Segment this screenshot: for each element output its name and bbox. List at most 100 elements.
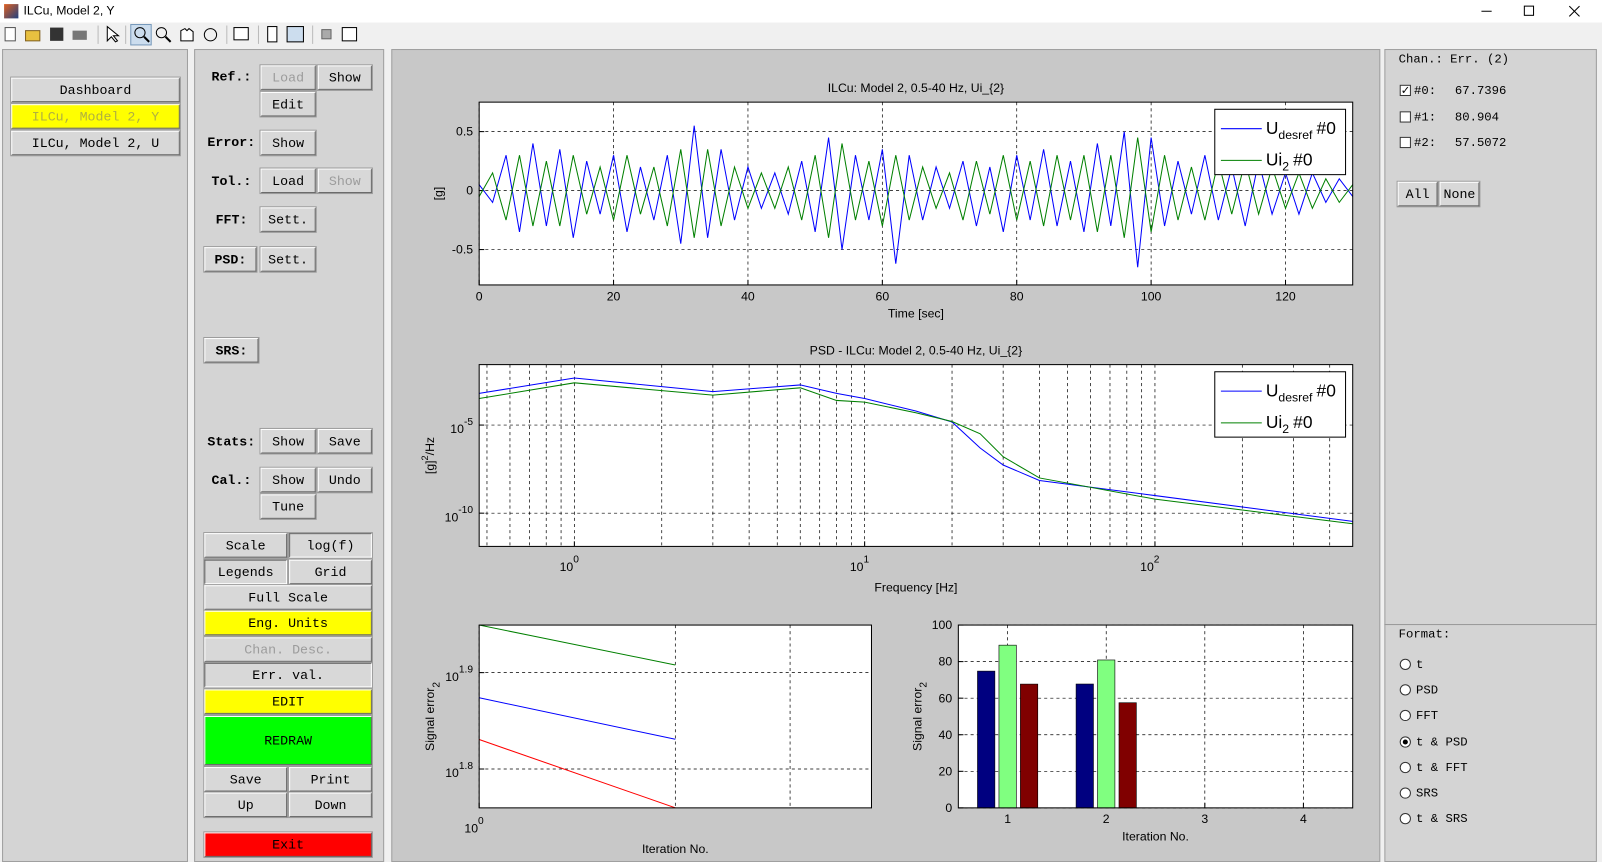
y-tick-label: 60 <box>939 691 953 705</box>
control-toggle[interactable]: PSD: <box>204 247 257 272</box>
bar <box>977 670 996 809</box>
nav-button[interactable]: ILCu, Model 2, U <box>11 130 180 156</box>
button[interactable]: Show <box>260 130 316 156</box>
option-button[interactable]: Legends <box>204 559 288 585</box>
button[interactable]: Show <box>317 65 372 90</box>
option-button[interactable]: Eng. Units <box>204 610 372 636</box>
x-tick-label: 100 <box>1141 289 1162 303</box>
exit-button[interactable]: Exit <box>204 832 372 857</box>
y-axis-label: Signal error2 <box>911 682 930 751</box>
x-tick-label: 60 <box>876 289 890 303</box>
y-tick-label: 101.8 <box>445 761 473 780</box>
button[interactable]: Show <box>317 168 372 194</box>
button[interactable]: Load <box>260 65 316 90</box>
redraw-button[interactable]: REDRAW <box>204 715 372 765</box>
x-tick-label-exponent: 0 <box>573 555 579 566</box>
button[interactable]: Save <box>317 428 372 454</box>
series-line <box>479 125 1353 268</box>
channel-checkbox[interactable]: ✓ <box>1399 83 1411 98</box>
button[interactable]: Sett. <box>260 207 316 232</box>
bar <box>998 644 1017 809</box>
channel-error: 67.7396 <box>1454 83 1507 99</box>
y-axis-label-text: Signal error <box>911 688 925 751</box>
legend-label: Udesref #0 <box>1266 380 1336 404</box>
button[interactable]: Edit <box>260 91 316 117</box>
format-radio[interactable] <box>1399 761 1411 773</box>
x-axis-label: Time [sec] <box>888 307 944 321</box>
y-tick-label: 20 <box>939 764 953 778</box>
button[interactable]: Load <box>260 168 316 194</box>
control-toggle[interactable]: SRS: <box>204 338 259 363</box>
x-tick-label: 100 <box>464 816 484 835</box>
x-tick-label: 102 <box>1140 555 1160 574</box>
format-label: Format: <box>1398 627 1451 642</box>
x-tick-label: 4 <box>1300 812 1307 826</box>
toolbar[interactable] <box>0 22 1602 47</box>
window-controls[interactable] <box>1471 0 1602 22</box>
legend-name-sub: 2 <box>1282 422 1289 436</box>
control-label: Cal.: <box>211 472 252 489</box>
button[interactable]: All <box>1397 181 1438 207</box>
y-tick-label: 0.5 <box>456 125 473 139</box>
button[interactable]: None <box>1439 181 1480 207</box>
option-button[interactable]: Grid <box>289 559 372 585</box>
y-tick-label-exponent: -5 <box>464 417 473 428</box>
nav-button[interactable]: ILCu, Model 2, Y <box>11 104 180 129</box>
format-option: PSD <box>1416 683 1439 698</box>
x-tick-label: 3 <box>1201 812 1208 826</box>
format-option: t <box>1416 657 1424 673</box>
format-radio[interactable] <box>1399 658 1411 670</box>
app-icon <box>4 4 19 19</box>
option-button[interactable]: Scale <box>204 533 288 558</box>
plot-frame <box>957 624 1354 809</box>
legend-box <box>1214 371 1347 438</box>
format-radio[interactable] <box>1399 684 1411 696</box>
left-panel <box>2 49 188 862</box>
legend-name-suffix: #0 <box>1293 149 1312 169</box>
button[interactable]: Show <box>260 428 316 454</box>
channel-checkbox[interactable] <box>1399 110 1411 123</box>
plot-frame <box>478 101 1354 286</box>
option-button[interactable]: log(f) <box>289 533 372 558</box>
nav-button[interactable]: Dashboard <box>11 77 180 103</box>
button[interactable]: Show <box>260 467 316 493</box>
option-button[interactable]: Chan. Desc. <box>204 637 372 662</box>
legend-name-suffix: #0 <box>1317 118 1336 138</box>
plot-background <box>958 625 1353 808</box>
button[interactable]: Undo <box>317 467 372 493</box>
y-tick-label: 10-5 <box>450 417 473 436</box>
format-radio[interactable] <box>1399 813 1411 825</box>
format-radio[interactable] <box>1399 710 1411 722</box>
option-button[interactable]: Full Scale <box>204 585 372 610</box>
option-button[interactable]: Save <box>204 767 288 792</box>
option-button[interactable]: Print <box>289 767 372 792</box>
format-radio[interactable] <box>1399 787 1411 799</box>
y-axis-label-text: [g] <box>431 187 445 201</box>
x-tick-label-exponent: 2 <box>1154 555 1160 566</box>
x-tick-label-base: 10 <box>1140 560 1154 574</box>
format-radio[interactable] <box>1399 735 1411 748</box>
edit-button[interactable]: EDIT <box>204 689 372 714</box>
option-button[interactable]: Down <box>289 792 372 818</box>
channel-label: #2: <box>1414 135 1437 151</box>
y-tick-label-base: 10 <box>450 422 464 436</box>
legend-name-sub: desref <box>1278 390 1313 404</box>
x-tick-label: 80 <box>1010 289 1024 303</box>
button[interactable]: Tune <box>260 494 316 519</box>
y-axis-label-suffix: /Hz <box>423 437 437 455</box>
bar <box>1097 659 1116 809</box>
x-tick-label: 0 <box>476 289 483 303</box>
x-tick-label-base: 10 <box>850 560 864 574</box>
series-line <box>479 739 676 808</box>
y-tick-label-exponent: 1.9 <box>459 665 474 676</box>
x-tick-label-exponent: 1 <box>864 555 870 566</box>
x-tick-label-exponent: 0 <box>478 816 484 827</box>
option-button[interactable]: Err. val. <box>204 662 372 688</box>
y-tick-label: 80 <box>939 655 953 669</box>
option-button[interactable]: Up <box>204 792 288 818</box>
button[interactable]: Sett. <box>260 247 316 272</box>
channel-checkbox[interactable] <box>1399 136 1411 149</box>
bar <box>1075 683 1094 809</box>
